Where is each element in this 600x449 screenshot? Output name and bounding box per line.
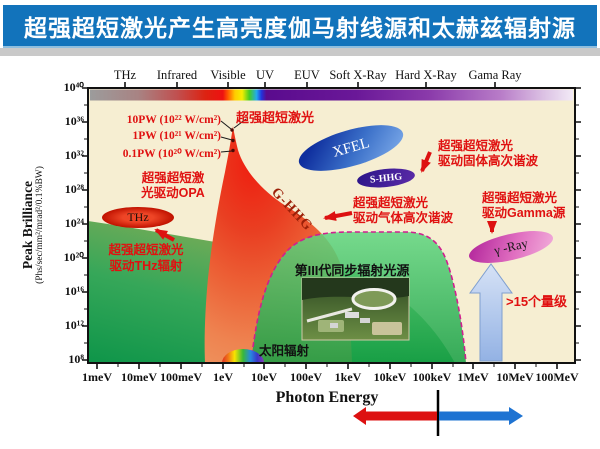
blue-right-arrow-icon — [439, 407, 523, 425]
pw-connector-lines — [220, 118, 247, 153]
up-arrow-icon — [469, 263, 513, 362]
ann-laser: 超强超短激光 — [236, 110, 315, 125]
x-tick: 10meV — [121, 370, 157, 384]
band-label: THz — [113, 68, 137, 82]
title-banner: 超强超短激光产生高亮度伽马射线源和太赫兹辐射源 — [3, 5, 597, 48]
x-axis-minor-ticks — [117, 363, 537, 367]
photo-synchrotron — [301, 277, 410, 341]
y-tick: 10³² — [64, 148, 84, 162]
pw-label-10pw: 10PW (10²² W/cm²) — [126, 114, 221, 126]
x-tick: 1keV — [334, 370, 362, 384]
band-label: UV — [255, 68, 275, 82]
y-axis-minor-ticks — [84, 104, 88, 344]
ann-solar: 太阳辐射 — [259, 344, 310, 358]
band-label: Visible — [210, 68, 246, 82]
y-tick: 10²⁴ — [64, 216, 84, 230]
x-tick: 100keV — [412, 370, 452, 384]
pw-marker-dots — [230, 128, 235, 153]
shhg-ellipse-label: S-HHG — [369, 170, 403, 186]
gas-hhg-arrow-icon — [323, 211, 353, 221]
thz-arrow-icon — [154, 228, 175, 242]
plot-border — [87, 87, 576, 364]
slide-title: 超强超短激光产生高亮度伽马射线源和太赫兹辐射源 — [24, 14, 576, 41]
x-tick: 100eV — [290, 370, 322, 384]
x-tick: 1eV — [213, 370, 233, 384]
y-tick: 10⁴⁰ — [63, 80, 84, 94]
x-tick: 10MeV — [496, 370, 534, 384]
x-tick: 100meV — [160, 370, 202, 384]
pw-label-1pw: 1PW (10²¹ W/cm²) — [132, 130, 222, 142]
band-label: EUV — [294, 68, 320, 82]
x-tick: 1meV — [82, 370, 112, 384]
ann-thz-line1: 超强超短激光 — [108, 243, 184, 257]
rainbow-bump — [222, 349, 264, 363]
solid-hhg-arrow-icon — [420, 151, 432, 173]
x-tick: 100MeV — [535, 370, 579, 384]
x-tick: 10keV — [373, 370, 407, 384]
y-axis-major-ticks — [82, 87, 88, 361]
ann-thz-line2: 驱动THz辐射 — [109, 259, 183, 273]
divider-strip — [0, 48, 600, 56]
x-axis-title: Photon Energy — [275, 389, 379, 406]
annotation-arrows — [154, 151, 497, 242]
x-tick: 10eV — [251, 370, 277, 384]
ann-gas-line2: 驱动气体高次谐波 — [353, 211, 454, 225]
y-tick: 10⁸ — [68, 352, 84, 366]
band-label: Hard X-Ray — [395, 68, 457, 82]
ann-synchrotron: 第III代同步辐射光源 — [294, 263, 410, 278]
band-label: Soft X-Ray — [329, 68, 387, 82]
y-tick: 10²⁸ — [64, 182, 84, 196]
ann-solid-line1: 超强超短激光 — [438, 139, 514, 153]
right-axis-major-ticks — [575, 87, 581, 361]
y-tick: 10¹² — [64, 318, 84, 332]
band-label: Infrared — [156, 68, 198, 82]
pw-label-01pw: 0.1PW (10²⁰ W/cm²) — [122, 148, 221, 160]
band-label: Gama Ray — [468, 68, 522, 82]
thz-ellipse-label: THz — [127, 210, 149, 224]
ann-opa-line1: 超强超短激 — [141, 171, 205, 185]
y-tick: 10¹⁶ — [64, 284, 84, 298]
right-axis-minor-ticks — [575, 104, 579, 344]
y-tick: 10³⁶ — [64, 114, 84, 128]
red-left-arrow-icon — [353, 407, 437, 425]
top-axis-ticks — [124, 82, 496, 88]
thz-ellipse: THz — [102, 207, 174, 228]
ann-opa-line2: 光驱动OPA — [141, 186, 205, 200]
y-tick: 10²⁰ — [63, 250, 84, 264]
x-tick: 1MeV — [457, 370, 489, 384]
ann-solid-line2: 驱动固体高次谐波 — [438, 154, 539, 168]
ann-gamma-line1: 超强超短激光 — [482, 191, 558, 205]
spectrum-bar — [90, 89, 573, 101]
gamma-ellipse-label: γ -Ray — [492, 235, 530, 258]
ann-magnitude: >15个量级 — [506, 294, 568, 309]
x-axis-major-ticks — [96, 363, 558, 369]
ann-gamma-line2: 驱动Gamma源 — [482, 206, 566, 220]
ann-gas-line1: 超强超短激光 — [353, 196, 429, 210]
synchrotron-dome-outline — [250, 231, 467, 364]
xfel-ellipse-label: XFEL — [330, 134, 372, 161]
